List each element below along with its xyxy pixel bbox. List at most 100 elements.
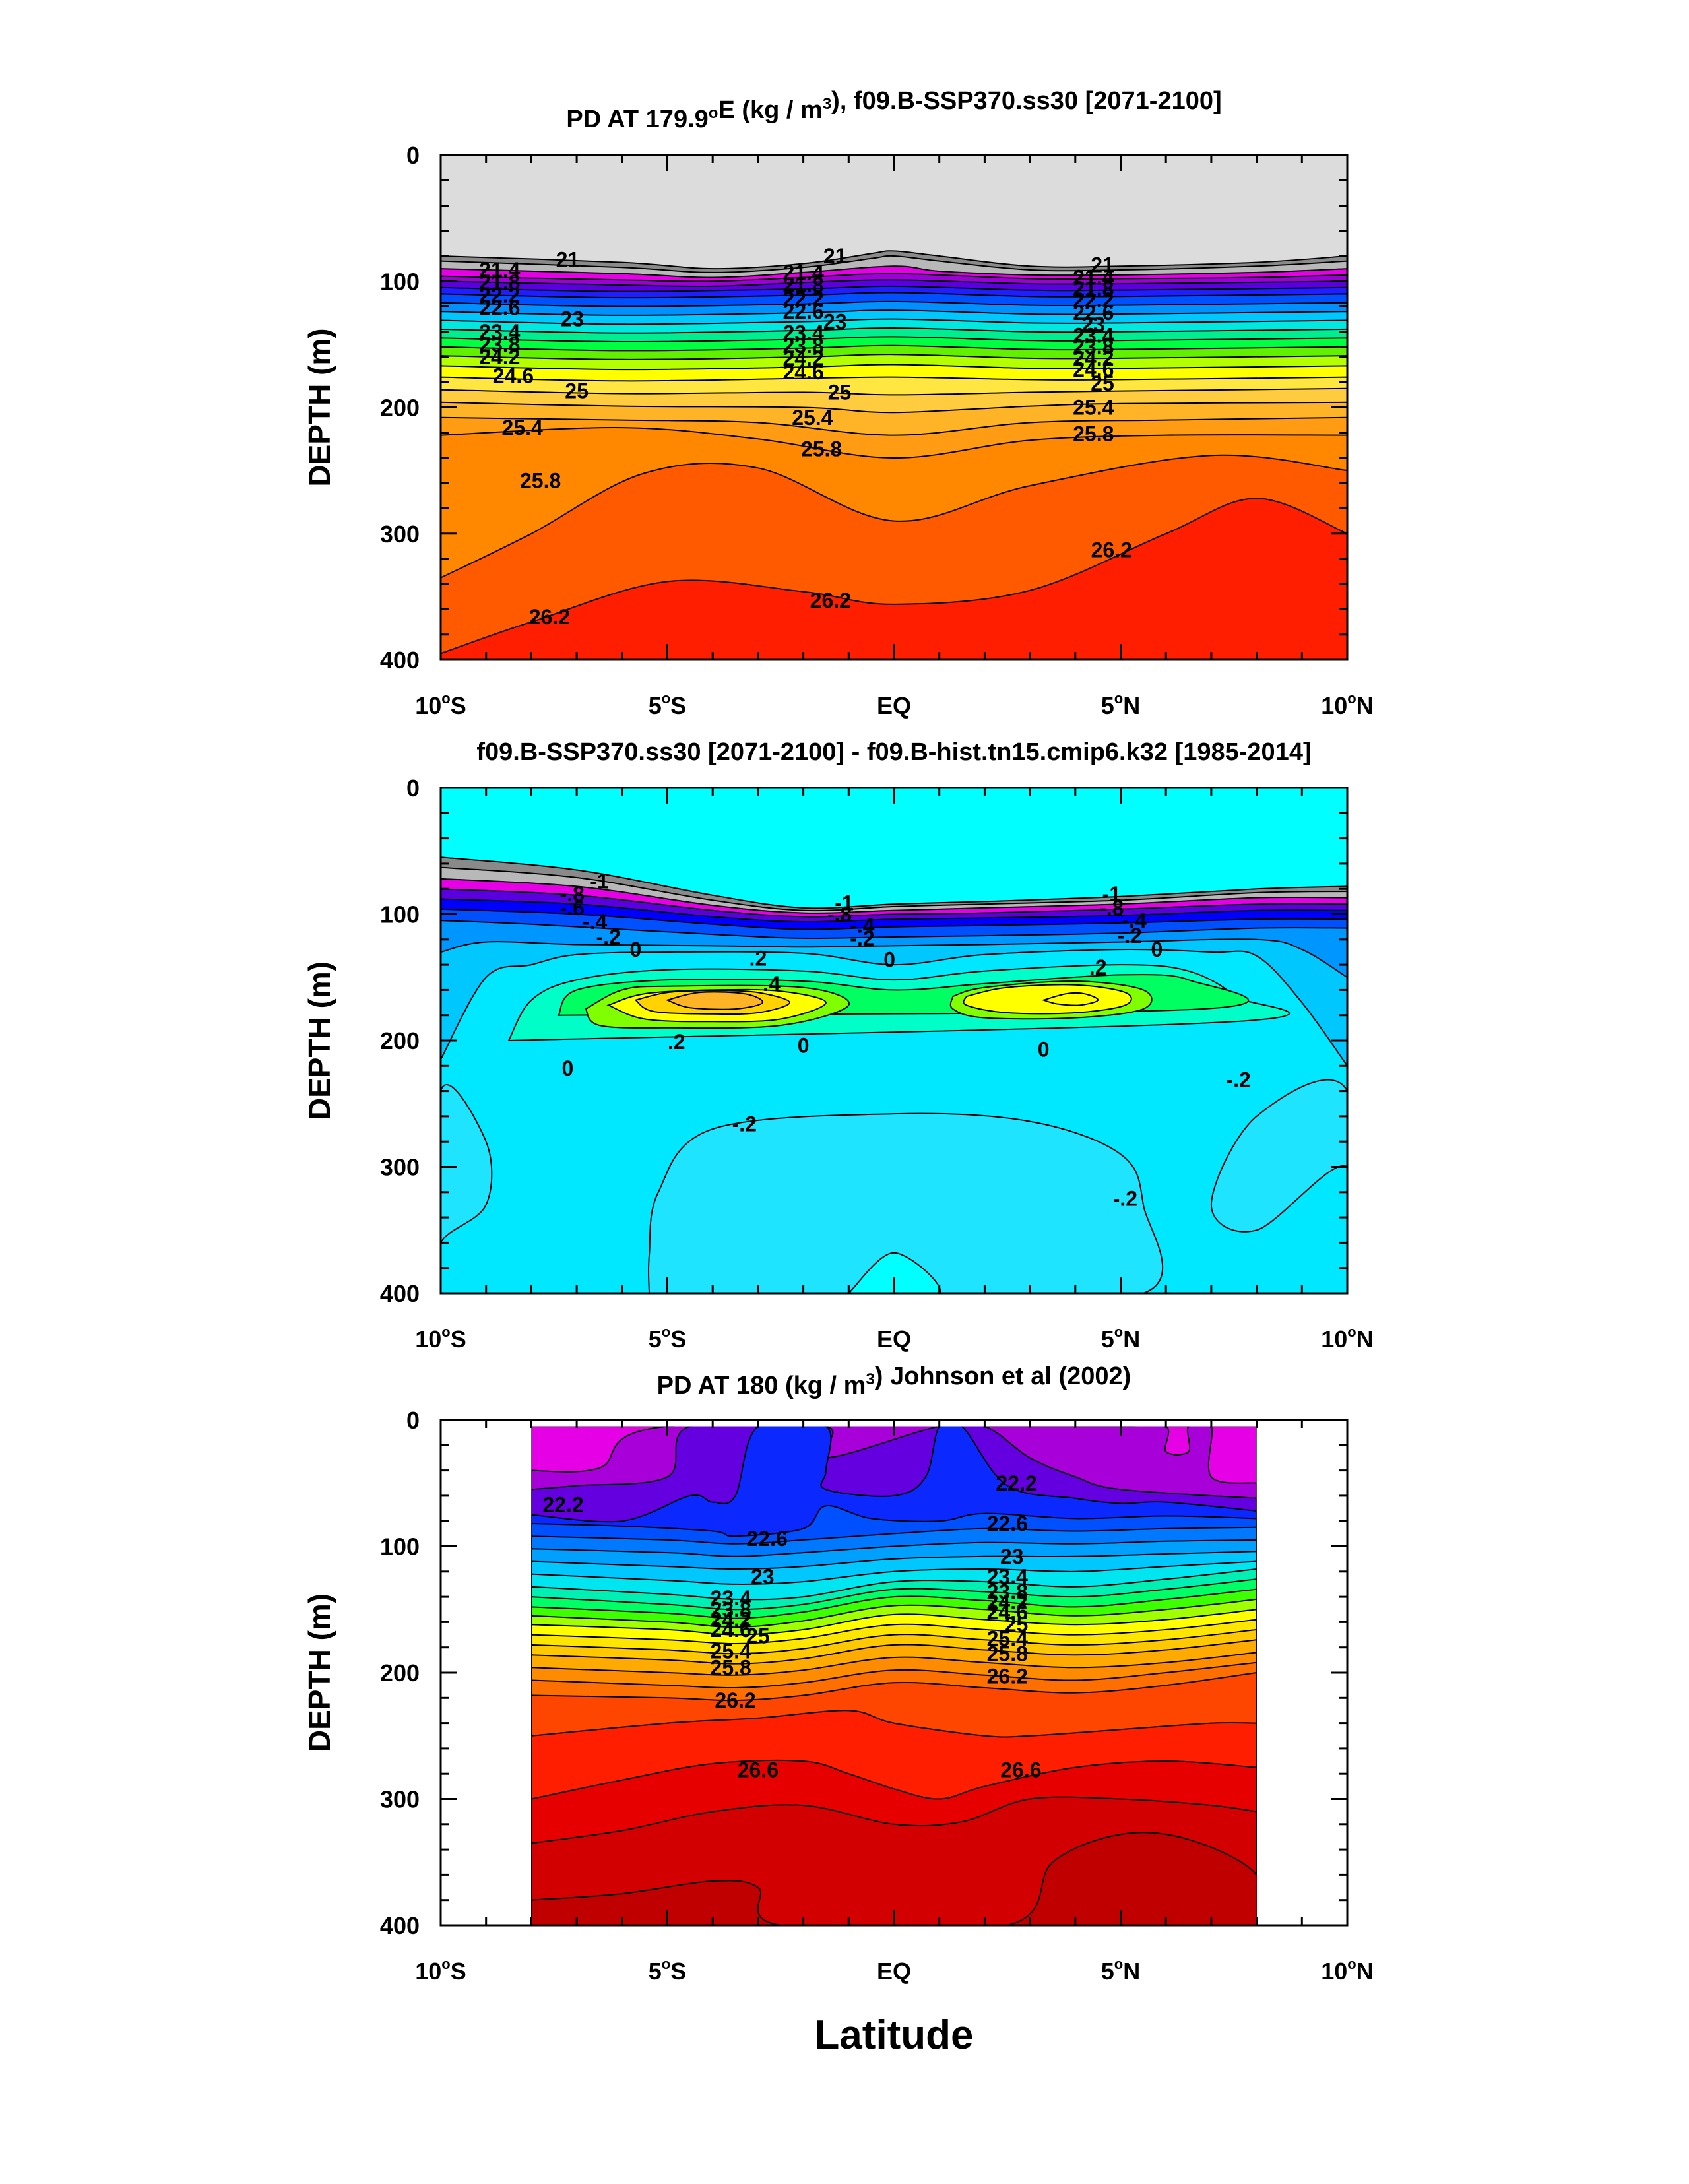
- contour-label: 22.2: [479, 283, 520, 307]
- x-tick-label: 5oS: [649, 1324, 687, 1353]
- contour-label: 23.8: [782, 334, 823, 358]
- contour-label: 21.8: [1073, 277, 1114, 301]
- contour-label: 24.2: [782, 346, 823, 370]
- contour-label: -.2: [596, 925, 621, 949]
- contour-label: -.2: [1113, 1186, 1137, 1210]
- contour-label: 24.6: [782, 360, 823, 384]
- contour-label: 25.4: [711, 1639, 751, 1663]
- contour-label: 26.6: [1000, 1758, 1041, 1782]
- y-tick-label: 400: [380, 1280, 420, 1307]
- y-tick-label: 0: [406, 775, 420, 802]
- contour-label: -1: [835, 891, 853, 915]
- y-tick-label: 300: [380, 521, 420, 548]
- y-tick-label: 0: [406, 1407, 420, 1434]
- panel-title: f09.B-SSP370.ss30 [2071-2100] - f09.B-hi…: [476, 738, 1311, 766]
- contour-label: 22.6: [987, 1512, 1028, 1535]
- y-tick-label: 400: [380, 1912, 420, 1939]
- panel-2: -1-.8-.6-.4-.20-1-.8-.4-.20.2.4.2 00-1-.8…: [302, 775, 1374, 1353]
- contour-label: 23.4: [711, 1586, 751, 1610]
- contour-label: 21: [1091, 253, 1114, 276]
- contour-label: 25: [1005, 1613, 1029, 1636]
- x-tick-label: 10oN: [1321, 1324, 1374, 1353]
- contour-label: 24.2: [479, 345, 520, 369]
- contour-band: [647, 1112, 1164, 1293]
- contour-label: -.2: [1118, 924, 1142, 947]
- contour-label: 23.4: [479, 320, 520, 344]
- contour-label: 25: [828, 381, 852, 404]
- contour-label: 25.8: [520, 468, 561, 492]
- y-tick-label: 200: [380, 1027, 420, 1054]
- contour-band: [1041, 992, 1099, 1006]
- contour-label: 23.8: [711, 1597, 751, 1621]
- contour-label: 23: [823, 309, 847, 333]
- y-axis-label: DEPTH (m): [302, 1593, 336, 1752]
- contour-field: [441, 155, 1347, 660]
- contour-label: 24.2: [711, 1608, 751, 1632]
- contour-label: 0: [798, 1034, 810, 1058]
- y-tick-label: 200: [380, 1659, 420, 1686]
- contour-label: 22.6: [746, 1527, 787, 1551]
- panel-title: PD AT 179.9oE (kg / m3), f09.B-SSP370.ss…: [566, 87, 1221, 133]
- contour-label: 23.8: [479, 333, 520, 356]
- contour-label: 22.6: [479, 296, 520, 319]
- contour-label: 26.2: [529, 605, 570, 629]
- contour-label: 23: [1081, 312, 1105, 336]
- contour-label: 26.2: [987, 1665, 1028, 1688]
- contour-label: 22.6: [1073, 301, 1114, 325]
- contour-label: 0: [561, 1056, 573, 1080]
- contour-field: [531, 1426, 1257, 1925]
- contour-label: 23: [1000, 1545, 1024, 1568]
- y-tick-label: 200: [380, 395, 420, 422]
- contour-label: -.4: [1122, 909, 1147, 932]
- x-tick-label: 10oN: [1321, 690, 1374, 719]
- y-tick-label: 0: [406, 142, 420, 169]
- x-tick-label: EQ: [877, 692, 911, 719]
- contour-field: [441, 788, 1347, 1293]
- y-tick-label: 100: [380, 901, 420, 928]
- contour-label: 22.2: [542, 1493, 583, 1516]
- y-axis-label: DEPTH (m): [302, 961, 336, 1120]
- contour-label: .2: [1089, 955, 1107, 979]
- x-tick-label: 5oN: [1101, 1324, 1140, 1353]
- contour-label: 26.2: [715, 1688, 755, 1712]
- x-tick-label: 10oS: [415, 1956, 466, 1985]
- contour-label: -.2: [1226, 1068, 1250, 1091]
- x-tick-label: 5oN: [1101, 690, 1140, 719]
- y-tick-label: 300: [380, 1786, 420, 1813]
- x-tick-label: EQ: [877, 1326, 911, 1353]
- y-tick-label: 100: [380, 268, 420, 295]
- contour-label: 24.2: [1073, 346, 1114, 370]
- contour-label: 25.8: [1073, 422, 1114, 446]
- contour-label: 22.6: [782, 300, 823, 323]
- contour-label: 23.4: [782, 321, 823, 345]
- contour-label: 21: [823, 244, 847, 268]
- contour-label: .2: [749, 947, 767, 971]
- contour-label: -.4: [850, 914, 875, 938]
- contour-label: 22.2: [782, 287, 823, 311]
- contour-label: -.8: [560, 882, 585, 906]
- contour-label: 21: [556, 248, 580, 272]
- contour-label: -.8: [1099, 896, 1124, 920]
- contour-label: 25.8: [711, 1655, 751, 1679]
- panel-3: 22.222.222.622.6232323.423.423.823.824.2…: [302, 1407, 1374, 1985]
- contour-label: 25.4: [987, 1626, 1028, 1650]
- contour-label: -1: [590, 870, 608, 893]
- y-tick-label: 400: [380, 647, 420, 674]
- x-tick-label: 10oS: [415, 690, 466, 719]
- contour-label: 25.4: [792, 406, 833, 430]
- panel-title: PD AT 180 (kg / m3) Johnson et al (2002): [657, 1363, 1131, 1399]
- contour-label: -.2: [732, 1112, 757, 1136]
- contour-label: 25: [565, 379, 589, 403]
- contour-label: 21.4: [1073, 266, 1114, 290]
- contour-label: 21.8: [782, 273, 823, 297]
- contour-band: [531, 1832, 1257, 1925]
- y-tick-label: 100: [380, 1533, 420, 1560]
- contour-label: 0: [630, 938, 642, 961]
- contour-label: 25.4: [1073, 396, 1114, 420]
- contour-label: 25: [1091, 371, 1114, 395]
- contour-label: 21.4: [479, 258, 520, 282]
- contour-label: 24.6: [987, 1600, 1028, 1624]
- contour-band: [847, 1252, 941, 1293]
